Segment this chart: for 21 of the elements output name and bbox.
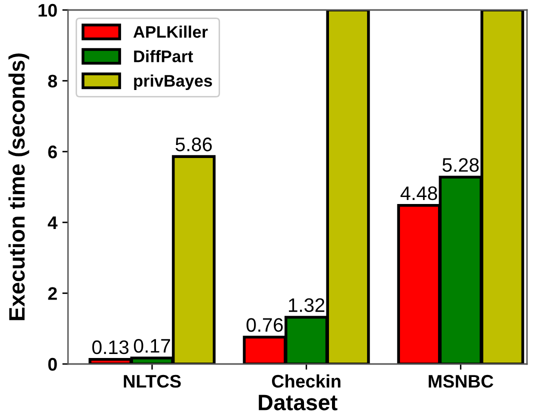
data-label: 0.76	[246, 318, 283, 332]
data-label: 0.17	[134, 338, 170, 353]
y-tick-label: 6	[48, 146, 57, 158]
x-tick-label: MSNBC	[428, 374, 494, 388]
data-label: 1.32	[288, 298, 324, 312]
legend-label: privBayes	[134, 74, 212, 90]
data-label: 5.86	[176, 138, 212, 152]
y-axis-title: Execution time (seconds)	[8, 53, 30, 320]
y-tick-label: 10	[38, 4, 57, 17]
x-axis-title: Dataset	[258, 394, 338, 410]
y-tick-label: 8	[48, 74, 58, 88]
legend-label: APLKiller	[133, 26, 208, 38]
y-tick-label: 4	[48, 216, 58, 229]
data-label: 5.28	[442, 158, 479, 172]
y-tick-label: 2	[48, 287, 57, 300]
y-tick-label: 0	[48, 358, 57, 371]
legend-label: DiffPart	[134, 50, 193, 62]
data-label: 4.48	[400, 186, 438, 200]
data-label: 0.13	[92, 340, 128, 354]
x-tick-label: NLTCS	[124, 374, 181, 388]
x-tick-label: Checkin	[272, 374, 340, 388]
